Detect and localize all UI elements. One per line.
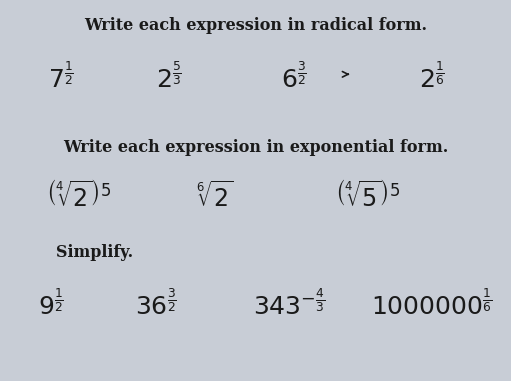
- Text: $6^{\frac{3}{2}}$: $6^{\frac{3}{2}}$: [281, 63, 307, 93]
- Text: $7^{\frac{1}{2}}$: $7^{\frac{1}{2}}$: [49, 63, 74, 93]
- Text: Write each expression in exponential form.: Write each expression in exponential for…: [63, 139, 448, 156]
- Text: Write each expression in radical form.: Write each expression in radical form.: [84, 17, 427, 34]
- Text: $36^{\frac{3}{2}}$: $36^{\frac{3}{2}}$: [135, 290, 177, 320]
- Text: $\sqrt[6]{2}$: $\sqrt[6]{2}$: [196, 181, 233, 211]
- Text: $\left(\sqrt[4]{5}\right)^5$: $\left(\sqrt[4]{5}\right)^5$: [335, 181, 401, 212]
- Text: $\left(\sqrt[4]{2}\right)^5$: $\left(\sqrt[4]{2}\right)^5$: [47, 181, 112, 212]
- Text: $9^{\frac{1}{2}}$: $9^{\frac{1}{2}}$: [38, 290, 64, 320]
- Text: $2^{\frac{1}{6}}$: $2^{\frac{1}{6}}$: [419, 63, 445, 93]
- Text: $2^{\frac{5}{3}}$: $2^{\frac{5}{3}}$: [156, 63, 181, 93]
- Text: $343^{-\frac{4}{3}}$: $343^{-\frac{4}{3}}$: [252, 290, 325, 320]
- Text: $1000000^{\frac{1}{6}}$: $1000000^{\frac{1}{6}}$: [371, 290, 493, 320]
- Text: Simplify.: Simplify.: [56, 244, 133, 261]
